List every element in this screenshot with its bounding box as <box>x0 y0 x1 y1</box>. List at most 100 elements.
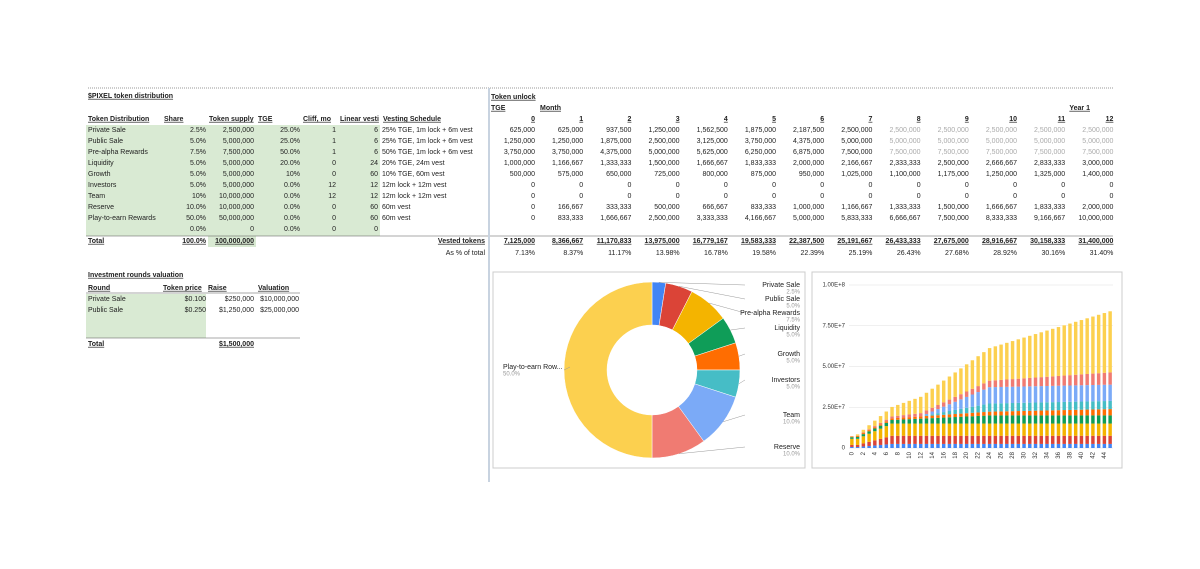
bar-segment <box>901 415 906 418</box>
bar-segment <box>1079 401 1084 410</box>
bar-segment <box>890 420 894 424</box>
leader-line <box>723 414 746 422</box>
bar-segment <box>959 435 963 444</box>
bar-segment <box>1010 415 1015 424</box>
bar-segment <box>936 384 940 406</box>
bar-segment <box>1010 435 1015 444</box>
bar-segment <box>976 443 980 448</box>
cell: 0 <box>579 182 583 189</box>
bar-segment <box>919 443 923 448</box>
bar-segment <box>1010 403 1015 412</box>
x-tick-label: 2 <box>861 451 867 455</box>
cell: 1,250,000 <box>986 171 1017 178</box>
cell: 0.0% <box>190 226 206 233</box>
bar-segment <box>907 417 911 420</box>
bar-segment <box>964 435 969 444</box>
cell: 0 <box>868 193 872 200</box>
bar-segment <box>936 405 940 410</box>
cell: 10.0% <box>186 204 206 211</box>
column-header: Raise <box>208 285 227 292</box>
bar-segment <box>947 435 952 444</box>
cell: 0.0% <box>284 193 300 200</box>
bar-segment <box>941 402 946 407</box>
bar-segment <box>941 406 946 413</box>
bar-segment <box>1056 410 1061 416</box>
bar-segment <box>1108 415 1112 424</box>
bar-segment <box>861 433 866 435</box>
cell: Reserve <box>88 204 114 211</box>
cell: 7,500,000 <box>986 149 1017 156</box>
column-header: 0 <box>531 116 535 123</box>
cell: 0 <box>820 193 824 200</box>
bar-segment <box>953 443 957 448</box>
bar-segment <box>896 435 900 444</box>
cell: 0 <box>772 182 776 189</box>
bar-segment <box>924 392 929 411</box>
cell: 0 <box>332 226 336 233</box>
bar-segment <box>924 410 929 414</box>
cell: 1,562,500 <box>697 127 728 134</box>
x-tick-label: 6 <box>884 451 890 455</box>
total-cell: 11,170,833 <box>597 238 632 245</box>
column-header: Round <box>88 285 110 292</box>
column-header: 5 <box>772 116 776 123</box>
bar-segment <box>907 435 911 444</box>
bar-segment <box>993 403 998 412</box>
bar-segment <box>976 415 980 424</box>
cell: 5,000,000 <box>223 160 254 167</box>
total-cell: 28,916,667 <box>982 238 1017 245</box>
bar-segment <box>1005 415 1009 424</box>
bar-segment <box>1102 435 1107 444</box>
cell: 833,333 <box>751 204 776 211</box>
bar-segment <box>1079 423 1084 436</box>
bar-segment <box>1028 423 1032 436</box>
bar-segment <box>924 415 929 416</box>
bar-segment <box>1068 415 1072 424</box>
column-header: 12 <box>1106 116 1114 123</box>
bar-segment <box>1102 409 1107 416</box>
bar-segment <box>1039 435 1043 444</box>
total-cell: 30,158,333 <box>1030 238 1065 245</box>
cell: 25.19% <box>849 250 873 257</box>
bar-segment <box>987 423 992 436</box>
cell: 7.5% <box>190 149 206 156</box>
bar-segment <box>953 396 957 402</box>
cell: 2,166,667 <box>841 160 872 167</box>
cell: 0 <box>531 182 535 189</box>
cell: 575,000 <box>558 171 583 178</box>
cell: 0 <box>1061 182 1065 189</box>
cell: 2,500,000 <box>938 127 969 134</box>
header: TGE <box>491 105 506 112</box>
bar-segment <box>999 379 1003 387</box>
cell: 1,250,000 <box>504 138 535 145</box>
cell: 5,000,000 <box>1034 138 1065 145</box>
cell: $25,000,000 <box>260 307 299 314</box>
bar-segment <box>999 435 1003 444</box>
slice-label: Reserve <box>774 444 800 451</box>
bar-segment <box>1016 443 1021 448</box>
bar-segment <box>1016 415 1021 424</box>
bar-segment <box>850 444 854 447</box>
cell: 0 <box>1109 182 1113 189</box>
bar-segment <box>987 380 992 388</box>
x-tick-label: 30 <box>1022 451 1028 458</box>
cell: 0 <box>579 193 583 200</box>
bar-segment <box>1039 377 1043 387</box>
cell: 8,333,333 <box>986 215 1017 222</box>
cell: 1,166,667 <box>841 204 872 211</box>
x-tick-label: 22 <box>976 451 982 458</box>
column-header: Valuation <box>258 285 289 292</box>
bar-segment <box>999 403 1003 412</box>
bar-segment <box>861 434 866 437</box>
slice-value: 5.0% <box>786 333 800 339</box>
cell: 30.16% <box>1041 250 1065 257</box>
column-header: 1 <box>579 116 583 123</box>
bar-segment <box>1062 410 1066 416</box>
bar-segment <box>855 435 860 437</box>
bar-segment <box>1045 435 1049 444</box>
bar-segment <box>1096 443 1101 448</box>
cell: Public Sale <box>88 138 123 145</box>
cell: 5,625,000 <box>697 149 728 156</box>
bar-segment <box>1085 409 1089 416</box>
header: Month <box>540 105 561 112</box>
